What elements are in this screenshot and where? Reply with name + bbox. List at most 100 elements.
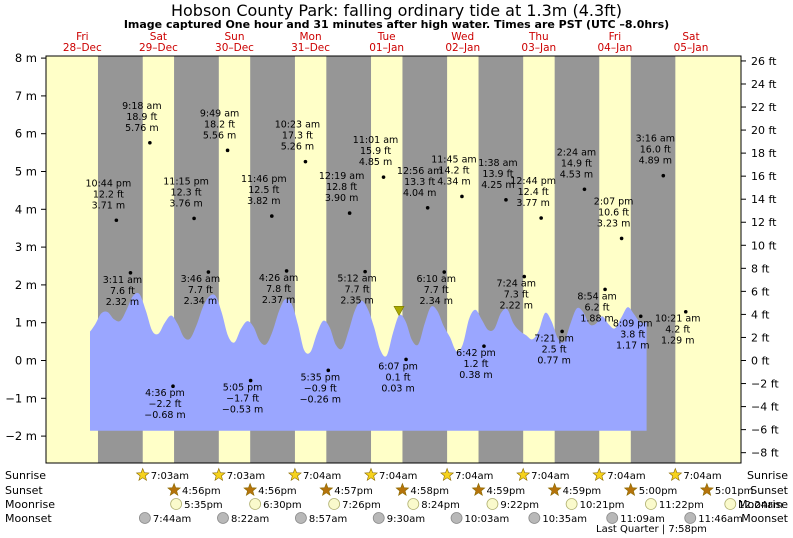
sunrise-star-icon	[135, 467, 150, 481]
extreme-feet: 7.3 ft	[504, 290, 529, 301]
extreme-time: 6:42 pm	[456, 348, 496, 359]
moonrise-moon-icon	[565, 498, 578, 510]
extreme-feet: 12.2 ft	[93, 189, 124, 200]
day-name: Sun	[225, 31, 245, 43]
moonset-time: 10:03am	[465, 514, 510, 525]
moonset-time: 7:44am	[153, 514, 191, 525]
left-tick-label: 7 m	[15, 89, 37, 103]
day-name: Tue	[377, 31, 396, 43]
moon-phase-note: Last Quarter | 7:58pm	[596, 524, 707, 535]
right-tick-label: 2 ft	[751, 331, 770, 344]
extreme-meters: −0.53 m	[222, 405, 263, 416]
day-name: Sat	[150, 31, 167, 43]
sunrise-time: 7:04am	[379, 471, 417, 482]
moonset-moon-icon	[606, 512, 619, 524]
extreme-feet: −2.2 ft	[149, 399, 182, 410]
moonset-time: 9:30am	[387, 514, 425, 525]
extreme-time: 5:05 pm	[223, 383, 263, 394]
left-tick-label: 5 m	[15, 165, 37, 179]
row-label-left-sunset: Sunset	[5, 484, 43, 497]
left-tick-label: −2 m	[5, 429, 37, 443]
left-tick-label: 4 m	[15, 202, 37, 216]
extreme-label: 3:11 am7.6 ft2.32 m	[103, 275, 142, 308]
right-tick-label: −6 ft	[751, 424, 779, 437]
extreme-meters: 0.77 m	[537, 355, 570, 366]
extreme-meters: 2.34 m	[420, 296, 453, 307]
extreme-point	[425, 205, 430, 210]
tide-area	[90, 292, 647, 431]
extreme-time: 11:46 pm	[241, 174, 287, 185]
extreme-label: 6:10 am7.7 ft2.34 m	[417, 274, 456, 307]
extreme-time: 6:10 am	[417, 274, 456, 285]
row-label-right-moonset: Moonset	[741, 512, 788, 525]
extreme-label: 5:35 pm−0.9 ft−0.26 m	[300, 372, 341, 405]
moonrise-moon-icon	[328, 498, 341, 510]
extreme-meters: 3.71 m	[92, 200, 125, 211]
extreme-point	[363, 269, 367, 274]
extreme-feet: 12.5 ft	[248, 185, 279, 196]
extreme-feet: 12.3 ft	[171, 187, 202, 198]
extreme-feet: −0.9 ft	[304, 383, 337, 394]
extreme-feet: 18.2 ft	[204, 119, 235, 130]
extreme-label: 3:46 am7.7 ft2.34 m	[181, 274, 220, 307]
day-date: 03–Jan	[521, 42, 556, 54]
extreme-time: 8:54 am	[577, 291, 616, 302]
left-tick-label: 0 m	[15, 354, 37, 368]
plot-border	[45, 55, 742, 464]
day-date: 31–Dec	[291, 42, 330, 54]
extreme-point	[114, 218, 119, 223]
extreme-time: 11:01 am	[353, 135, 398, 146]
extreme-time: 3:16 am	[636, 134, 675, 145]
extreme-time: 3:46 am	[181, 274, 220, 285]
right-tick-label: 24 ft	[751, 78, 777, 91]
moonset-moon-icon	[138, 512, 151, 524]
extreme-meters: 1.29 m	[661, 336, 694, 347]
extreme-meters: 4.53 m	[560, 169, 593, 180]
extreme-point	[482, 344, 486, 348]
extreme-point	[171, 384, 175, 389]
extreme-feet: 15.9 ft	[360, 146, 391, 157]
extreme-point	[248, 378, 253, 383]
right-tick-label: 20 ft	[751, 124, 777, 137]
extreme-label: 7:21 pm2.5 ft0.77 m	[534, 333, 574, 366]
extreme-point	[683, 309, 688, 314]
extreme-time: 10:21 am	[655, 314, 700, 325]
chart-title: Hobson County Park: falling ordinary tid…	[170, 1, 622, 20]
extreme-point	[560, 329, 564, 334]
extreme-meters: 2.35 m	[340, 296, 373, 307]
right-tick-label: 12 ft	[751, 216, 777, 229]
extreme-meters: 4.85 m	[359, 157, 392, 168]
extreme-meters: 3.90 m	[325, 193, 358, 204]
extreme-feet: 18.9 ft	[126, 112, 157, 123]
extreme-time: 7:21 pm	[534, 333, 574, 344]
extreme-time: 1:38 am	[478, 158, 517, 169]
sunset-time: 5:01pm	[715, 486, 754, 497]
extreme-feet: 7.7 ft	[345, 285, 370, 296]
moonset-time: 10:35am	[542, 514, 587, 525]
moonset-time: 8:57am	[309, 514, 347, 525]
extreme-point	[128, 271, 133, 275]
sunrise-time: 7:03am	[151, 471, 189, 482]
moonrise-moon-icon	[249, 498, 262, 510]
extreme-meters: 2.32 m	[106, 297, 139, 308]
day-date: 01–Jan	[369, 42, 404, 54]
row-label-left-moonrise: Moonrise	[5, 498, 55, 511]
right-tick-label: 8 ft	[751, 262, 770, 275]
moonset-moon-icon	[217, 512, 229, 524]
extreme-time: 12:44 pm	[510, 176, 556, 187]
extreme-label: 8:54 am6.2 ft1.88 m	[577, 291, 616, 324]
extreme-feet: 0.1 ft	[386, 372, 411, 383]
moonset-moon-icon	[684, 512, 697, 524]
right-tick-label: 26 ft	[751, 55, 777, 68]
extreme-point	[504, 198, 508, 202]
